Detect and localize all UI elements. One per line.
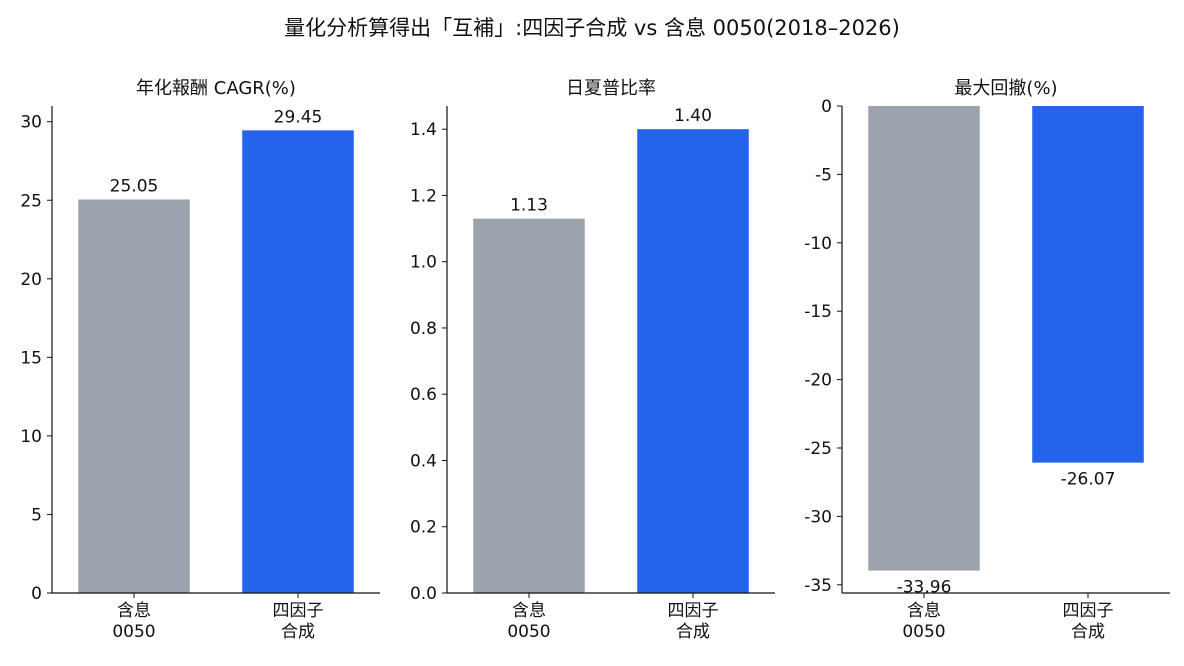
y-tick-label: -35 [804, 576, 832, 596]
y-tick-label: 0.2 [410, 518, 437, 538]
y-tick-label: -25 [804, 439, 832, 459]
x-tick-label: 含息 0050 [902, 601, 945, 642]
x-tick-label-line: 含息 [117, 601, 151, 621]
bar [637, 129, 749, 593]
x-tick-label-line: 四因子 [668, 601, 719, 621]
x-tick-label: 含息 0050 [507, 601, 550, 642]
y-tick-label: 0.0 [410, 584, 437, 604]
x-tick-label-line: 合成 [676, 622, 710, 642]
bar-value-label: 1.13 [510, 196, 548, 216]
y-tick-label: 30 [20, 113, 42, 133]
x-tick-label-line: 含息 [512, 601, 546, 621]
x-tick-label-line: 四因子 [273, 601, 324, 621]
bar [78, 199, 190, 593]
bar-value-label: -26.07 [1061, 470, 1116, 490]
x-tick-label-line: 四因子 [1063, 601, 1114, 621]
x-tick-label-line: 0050 [112, 622, 155, 642]
y-tick-label: 0 [31, 584, 42, 604]
y-tick-label: 15 [20, 348, 42, 368]
y-tick-label: 0.4 [410, 451, 437, 471]
y-tick-label: -10 [804, 234, 832, 254]
y-tick-label: -30 [804, 507, 832, 527]
x-tick-label-line: 合成 [281, 622, 315, 642]
y-tick-label: -5 [815, 165, 832, 185]
panel-title: 年化報酬 CAGR(%) [136, 78, 296, 99]
figure-title: 量化分析算得出「互補」:四因子合成 vs 含息 0050(2018–2026) [284, 16, 900, 40]
y-tick-label: 0 [821, 97, 832, 117]
bar [868, 106, 980, 571]
x-tick-label-line: 含息 [907, 601, 941, 621]
y-tick-label: 25 [20, 191, 42, 211]
x-tick-label: 四因子合成 [273, 601, 324, 642]
y-tick-label: 1.4 [410, 120, 437, 140]
x-tick-label-line: 合成 [1071, 622, 1105, 642]
y-tick-label: 1.2 [410, 186, 437, 206]
panel-title: 日夏普比率 [566, 78, 656, 99]
bar-value-label: 1.40 [674, 106, 712, 126]
y-tick-label: -20 [804, 371, 832, 391]
x-tick-label: 四因子合成 [668, 601, 719, 642]
y-tick-label: 0.6 [410, 385, 437, 405]
x-tick-label-line: 0050 [507, 622, 550, 642]
x-tick-label: 四因子合成 [1063, 601, 1114, 642]
bar [242, 130, 354, 593]
y-tick-label: 10 [20, 427, 42, 447]
bar-value-label: 29.45 [274, 107, 323, 127]
x-tick-label-line: 0050 [902, 622, 945, 642]
bar [1032, 106, 1144, 463]
y-tick-label: 5 [31, 505, 42, 525]
y-tick-label: 20 [20, 270, 42, 290]
panel-title: 最大回撤(%) [954, 78, 1057, 99]
bar-value-label: 25.05 [110, 176, 159, 196]
x-tick-label: 含息 0050 [112, 601, 155, 642]
y-tick-label: -15 [804, 302, 832, 322]
y-tick-label: 1.0 [410, 253, 437, 273]
y-tick-label: 0.8 [410, 319, 437, 339]
bar [473, 218, 585, 593]
